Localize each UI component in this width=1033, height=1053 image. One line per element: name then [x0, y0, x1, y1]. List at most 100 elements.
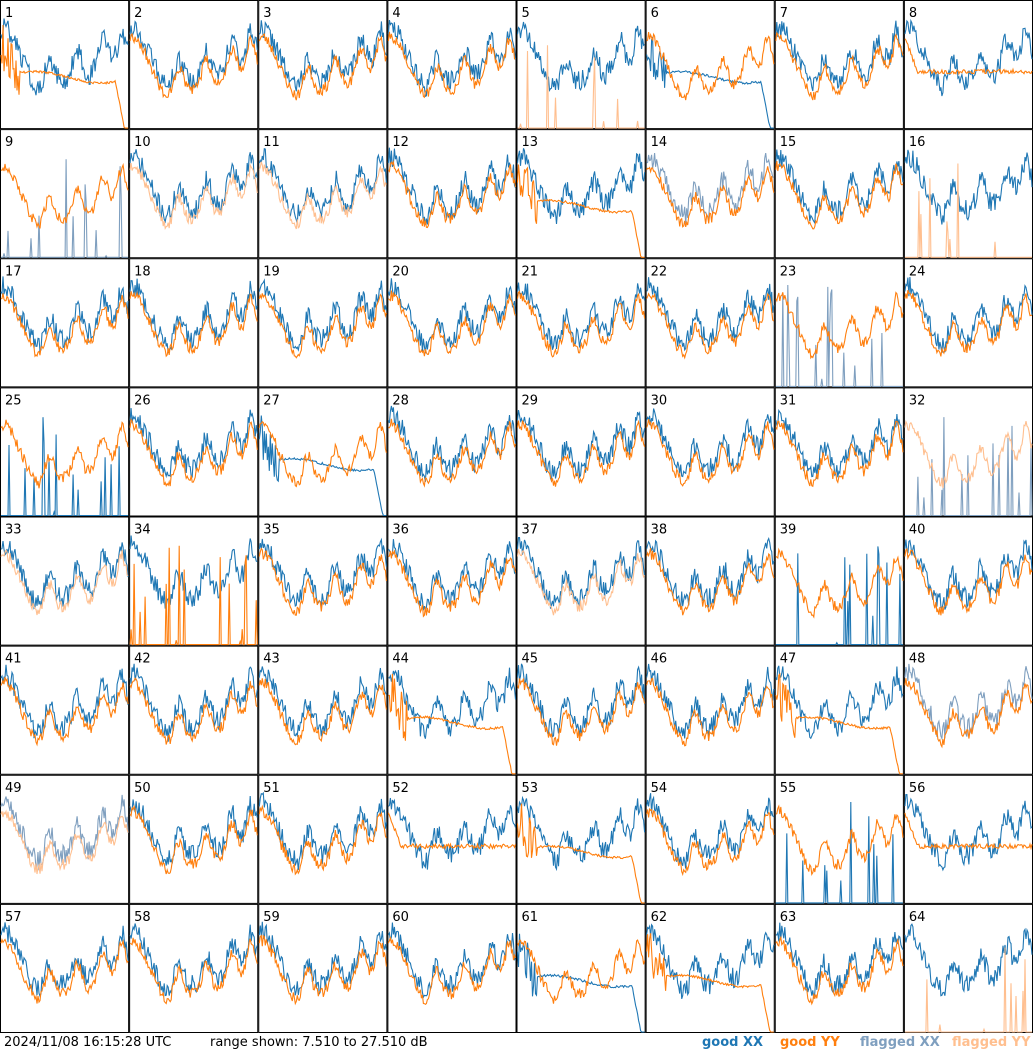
panel-frame — [129, 129, 259, 259]
panel-2: 2 — [129, 0, 259, 130]
series-yy-good — [388, 673, 516, 775]
series-yy-flagged — [904, 947, 1032, 1033]
series-xx-good — [646, 793, 775, 869]
legend-good-xx: good XX — [702, 1035, 764, 1050]
panel-label: 52 — [392, 781, 409, 796]
series-yy-good — [258, 934, 387, 1006]
panel-58: 58 — [129, 903, 259, 1033]
series-xx-good — [258, 921, 387, 996]
panel-18: 18 — [129, 258, 259, 388]
panel-60: 60 — [387, 903, 517, 1033]
panel-30: 30 — [645, 387, 775, 517]
series-yy-good — [646, 166, 775, 228]
panel-11: 11 — [258, 129, 388, 259]
panel-label: 37 — [522, 523, 539, 538]
panel-label: 49 — [5, 781, 22, 796]
series-xx-good — [258, 278, 387, 352]
panel-frame — [903, 258, 1033, 388]
panel-label: 46 — [651, 652, 668, 667]
series-yy-good — [388, 418, 517, 488]
series-xx-good — [258, 666, 387, 738]
panel-frame — [0, 387, 130, 517]
panel-52: 52 — [387, 774, 517, 904]
series-yy-good — [904, 678, 1033, 749]
panel-frame — [645, 903, 775, 1033]
series-xx-good — [516, 795, 646, 872]
series-xx-good — [129, 535, 258, 609]
panel-63: 63 — [774, 903, 904, 1033]
panel-label: 8 — [909, 6, 917, 21]
panel-frame — [129, 645, 259, 775]
legend-good-yy: good YY — [780, 1035, 840, 1050]
panel-label: 35 — [263, 523, 280, 538]
series-xx-good — [0, 18, 129, 96]
series-yy-good — [387, 31, 516, 99]
panel-frame — [516, 774, 646, 904]
panel-label: 53 — [522, 781, 539, 796]
series-xx-good — [516, 21, 645, 93]
series-xx-good — [775, 546, 903, 646]
series-yy-good — [258, 678, 387, 746]
series-xx-good — [646, 537, 775, 610]
panel-34: 34 — [129, 516, 259, 646]
series-xx-good — [387, 147, 517, 225]
panel-7: 7 — [774, 0, 904, 130]
panel-label: 34 — [134, 523, 151, 538]
series-xx-good — [129, 20, 258, 90]
panel-label: 15 — [780, 135, 797, 150]
panel-35: 35 — [258, 516, 388, 646]
series-yy-flagged — [904, 163, 1032, 258]
series-yy-good — [646, 807, 775, 877]
series-yy-good — [646, 677, 775, 747]
panel-frame — [0, 0, 130, 130]
panel-label: 30 — [651, 393, 668, 408]
panel-label: 45 — [522, 652, 539, 667]
panel-38: 38 — [645, 516, 775, 646]
series-xx-good — [129, 149, 258, 224]
panel-42: 42 — [129, 645, 259, 775]
series-yy-good — [129, 937, 258, 1005]
timestamp: 2024/11/08 16:15:28 UTC — [4, 1035, 172, 1050]
series-yy-good — [646, 32, 775, 101]
series-xx-good — [387, 278, 517, 354]
series-xx-good — [904, 149, 1033, 225]
series-yy-good — [775, 291, 904, 360]
series-yy-good — [388, 549, 517, 618]
series-yy-good — [517, 939, 646, 1004]
series-yy-good — [904, 547, 1033, 616]
panel-61: 61 — [516, 903, 646, 1033]
series-yy-good — [129, 418, 258, 487]
panel-label: 25 — [5, 393, 22, 408]
panel-54: 54 — [645, 774, 775, 904]
series-yy-good — [904, 38, 1033, 76]
series-yy-good — [516, 678, 646, 746]
panel-label: 57 — [5, 910, 22, 925]
footer: 2024/11/08 16:15:28 UTC range shown: 7.5… — [0, 1033, 1033, 1053]
series-yy-flagged — [516, 548, 646, 616]
series-xx-good — [388, 797, 517, 870]
panel-label: 24 — [909, 264, 926, 279]
panel-frame — [258, 0, 388, 130]
panel-62: 62 — [645, 903, 775, 1033]
panel-10: 10 — [129, 129, 259, 259]
series-yy-good — [258, 804, 387, 876]
panel-28: 28 — [387, 387, 517, 517]
series-xx-good — [904, 793, 1033, 872]
series-yy-good — [387, 935, 517, 1005]
panel-48: 48 — [903, 645, 1033, 775]
panel-label: 61 — [522, 910, 539, 925]
panel-44: 44 — [387, 645, 517, 775]
panel-47: 47 — [774, 645, 904, 775]
panel-label: 18 — [134, 264, 151, 279]
series-yy-good — [129, 545, 258, 646]
series-yy-good — [646, 547, 775, 616]
panel-5: 5 — [516, 0, 646, 130]
panel-13: 13 — [516, 129, 646, 259]
series-yy-flagged — [258, 161, 387, 230]
series-yy-good — [775, 547, 904, 619]
panel-label: 36 — [392, 523, 409, 538]
panel-frame — [258, 516, 388, 646]
panel-label: 48 — [909, 652, 926, 667]
series-xx-good — [775, 801, 903, 904]
series-yy-flagged — [517, 45, 645, 129]
